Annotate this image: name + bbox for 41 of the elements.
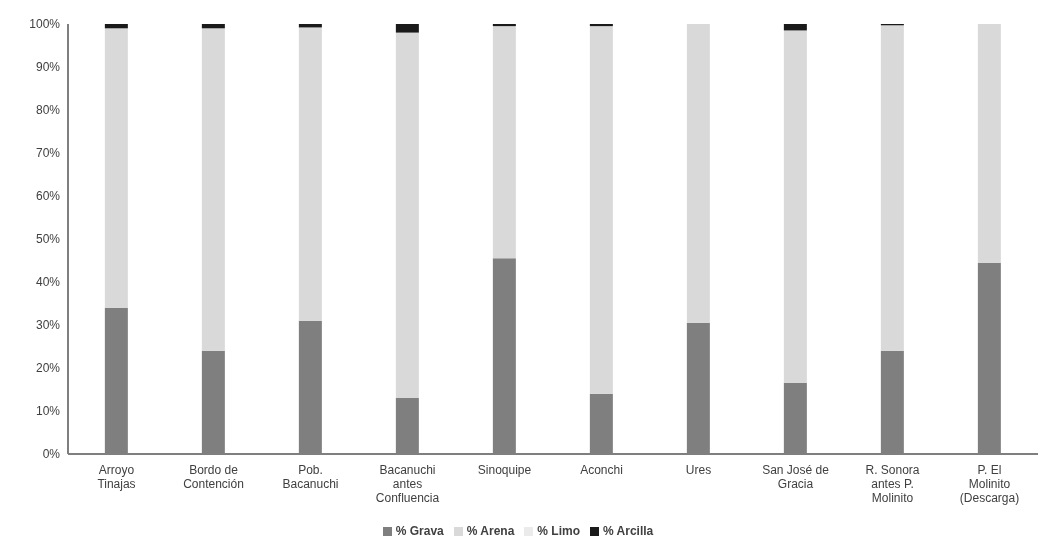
y-tick-label: 20% bbox=[35, 361, 61, 376]
bar bbox=[880, 25, 904, 351]
x-tick-label: Arroyo Tinajas bbox=[97, 463, 136, 491]
x-tick-label: Bordo de Contención bbox=[183, 463, 244, 491]
y-tick-label: 100% bbox=[29, 17, 61, 32]
x-tick-label: Ures bbox=[685, 463, 712, 477]
legend-label: % Grava bbox=[395, 524, 444, 538]
x-tick-label: Sinoquipe bbox=[477, 463, 532, 477]
bar bbox=[298, 27, 322, 321]
y-tick-label: 10% bbox=[35, 404, 61, 419]
legend-label: % Arcilla bbox=[603, 524, 654, 538]
x-tick-label: Pob. Bacanuchi bbox=[282, 463, 339, 491]
bar bbox=[201, 24, 225, 29]
legend-label: % Arena bbox=[466, 524, 515, 538]
bar bbox=[589, 26, 613, 394]
y-tick-label: 60% bbox=[35, 189, 61, 204]
y-tick-label: 30% bbox=[35, 318, 61, 333]
bar bbox=[977, 24, 1001, 263]
bar bbox=[492, 26, 516, 259]
bar bbox=[395, 24, 419, 33]
bar bbox=[104, 28, 128, 308]
bar bbox=[395, 32, 419, 399]
bar bbox=[201, 28, 225, 351]
bar bbox=[783, 24, 807, 31]
bar bbox=[589, 24, 613, 27]
bar bbox=[104, 24, 128, 29]
x-tick-label: Bacanuchi antes Confluencia bbox=[375, 463, 440, 505]
x-tick-label: P. El Molinito (Descarga) bbox=[959, 463, 1020, 505]
y-tick-label: 90% bbox=[35, 60, 61, 75]
y-tick-label: 0% bbox=[42, 447, 61, 462]
x-tick-label: Aconchi bbox=[580, 463, 623, 477]
y-tick-label: 70% bbox=[35, 146, 61, 161]
y-tick-label: 80% bbox=[35, 103, 61, 118]
bar bbox=[686, 24, 710, 323]
y-tick-label: 40% bbox=[35, 275, 61, 290]
x-tick-label: San José de Gracia bbox=[762, 463, 830, 491]
legend-label: % Limo bbox=[537, 524, 581, 538]
bar bbox=[783, 30, 807, 384]
x-tick-label: R. Sonora antes P. Molinito bbox=[865, 463, 920, 505]
bar bbox=[492, 24, 516, 27]
y-tick-label: 50% bbox=[35, 232, 61, 247]
